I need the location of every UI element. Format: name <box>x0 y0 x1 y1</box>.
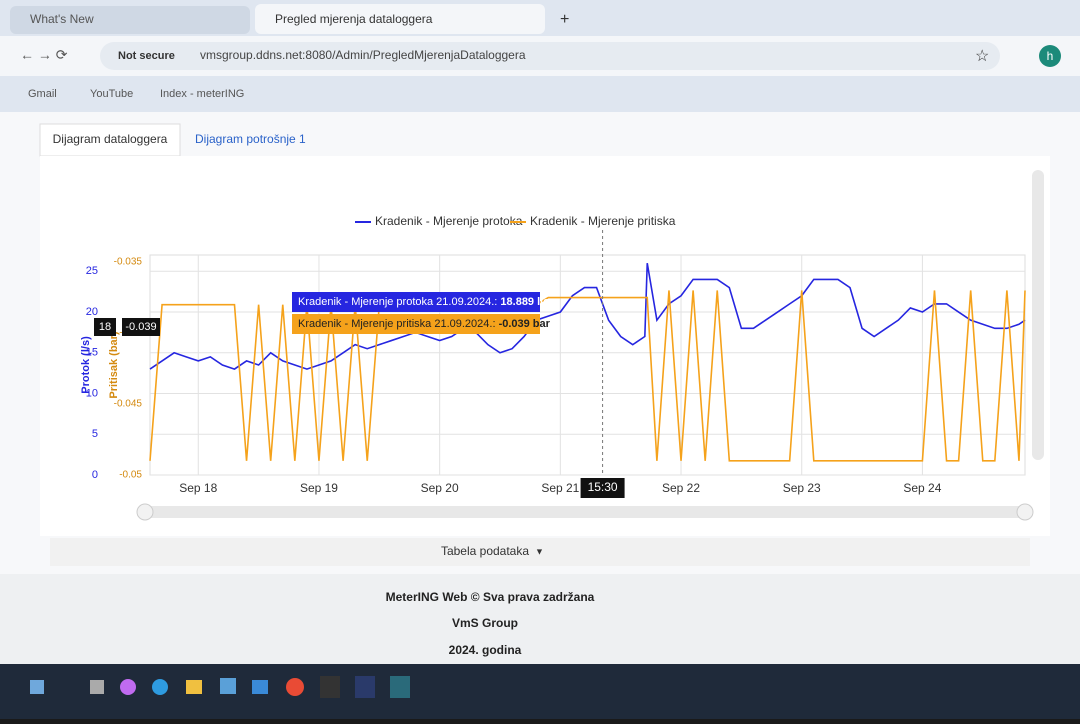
crosshair-x-box <box>580 478 625 498</box>
table-toggle[interactable]: Tabela podataka <box>441 544 529 558</box>
tab-title: What's New <box>30 12 94 26</box>
security: Not secure <box>118 50 175 62</box>
footer-line: MeterING Web © Sva prava zadržana <box>386 590 595 604</box>
tooltip-text: Kradenik - Mjerenje protoka 21.09.2024.:… <box>298 296 549 308</box>
tooltip-value: 18.889 l/s <box>500 296 549 308</box>
bookmark-star[interactable]: ☆ <box>975 48 989 65</box>
range-slider[interactable] <box>140 506 1030 518</box>
y-tick-label: 0 <box>92 469 98 481</box>
tooltip-value: -0.039 bar <box>499 318 551 330</box>
new-tab[interactable]: + <box>560 11 569 28</box>
crosshair-y2-label: -0.039 <box>125 321 156 333</box>
vertical-slider[interactable] <box>1032 170 1044 460</box>
tab[interactable] <box>10 6 250 34</box>
x-tick-label: Sep 19 <box>300 481 338 495</box>
profile[interactable] <box>1039 45 1061 67</box>
crosshair-y2-box <box>122 318 160 336</box>
address-bar[interactable] <box>100 42 1000 70</box>
series-line <box>149 290 1026 462</box>
tab-title: Pregled mjerenja dataloggera <box>275 12 433 26</box>
bookmark[interactable]: Index - meterING <box>160 88 244 100</box>
tab-active[interactable] <box>255 4 545 34</box>
taskbar <box>0 664 1080 719</box>
x-tick-label: Sep 24 <box>903 481 941 495</box>
bookmark[interactable]: YouTube <box>90 88 133 100</box>
footer <box>0 574 1080 664</box>
y2-tick-label: -0.05 <box>119 470 142 481</box>
y-tick-label: 20 <box>86 306 98 318</box>
y-axis-label: Protok (l/s) <box>80 336 92 394</box>
footer-line: 2024. godina <box>449 643 522 657</box>
profile-initial: h <box>1047 49 1054 63</box>
page-tab-active[interactable] <box>39 123 181 157</box>
tooltip <box>292 292 540 312</box>
table-toggle-bar[interactable] <box>50 538 1030 566</box>
slider-handle[interactable] <box>1016 503 1034 521</box>
y-tick-label: 5 <box>92 428 98 440</box>
tooltip-label: Kradenik - Mjerenje protoka 21.09.2024.: <box>298 296 500 308</box>
footer-line: VmS Group <box>452 616 518 630</box>
x-tick-label: Sep 23 <box>783 481 821 495</box>
taskbar-icons[interactable] <box>30 676 410 698</box>
crosshair-x-label: 15:30 <box>588 480 618 494</box>
y2-tick-label: -0.045 <box>114 399 143 410</box>
nav-buttons[interactable]: ← → ⟳ <box>20 47 68 63</box>
legend-label: Kradenik - Mjerenje protoka <box>375 214 523 228</box>
caret: ▼ <box>535 546 544 556</box>
tooltip-text: Kradenik - Mjerenje pritiska 21.09.2024.… <box>298 318 551 330</box>
tooltip <box>292 314 540 334</box>
slider-handle[interactable] <box>136 503 154 521</box>
legend-label: Kradenik - Mjerenje pritiska <box>530 214 676 228</box>
y-tick-label: 10 <box>86 387 98 399</box>
x-tick-label: Sep 18 <box>179 481 217 495</box>
page-tab: Dijagram dataloggera <box>53 132 168 146</box>
x-tick-label: Sep 20 <box>421 481 459 495</box>
y2-tick-label: -0.035 <box>114 257 143 268</box>
y2-axis-label: Pritisak (bar) <box>108 331 120 399</box>
chart: Sep 18 Sep 19 Sep 20 Sep 21 Sep 22 Sep 23 Sep … <box>80 214 1026 498</box>
tooltip-label: Kradenik - Mjerenje pritiska 21.09.2024.… <box>298 318 499 330</box>
y-tick-label: 25 <box>86 265 98 277</box>
x-tick-label: Sep 22 <box>662 481 700 495</box>
page-tab[interactable]: Dijagram potrošnje 1 <box>195 132 306 146</box>
crosshair-y-box <box>94 318 116 336</box>
x-tick-label: Sep 21 <box>541 481 579 495</box>
crosshair-y-label: 18 <box>99 321 111 333</box>
series-line <box>149 263 1026 370</box>
y-tick-label: 15 <box>86 347 98 359</box>
bookmark[interactable]: Gmail <box>28 88 57 100</box>
url: vmsgroup.ddns.net:8080/Admin/PregledMjer… <box>200 48 526 62</box>
